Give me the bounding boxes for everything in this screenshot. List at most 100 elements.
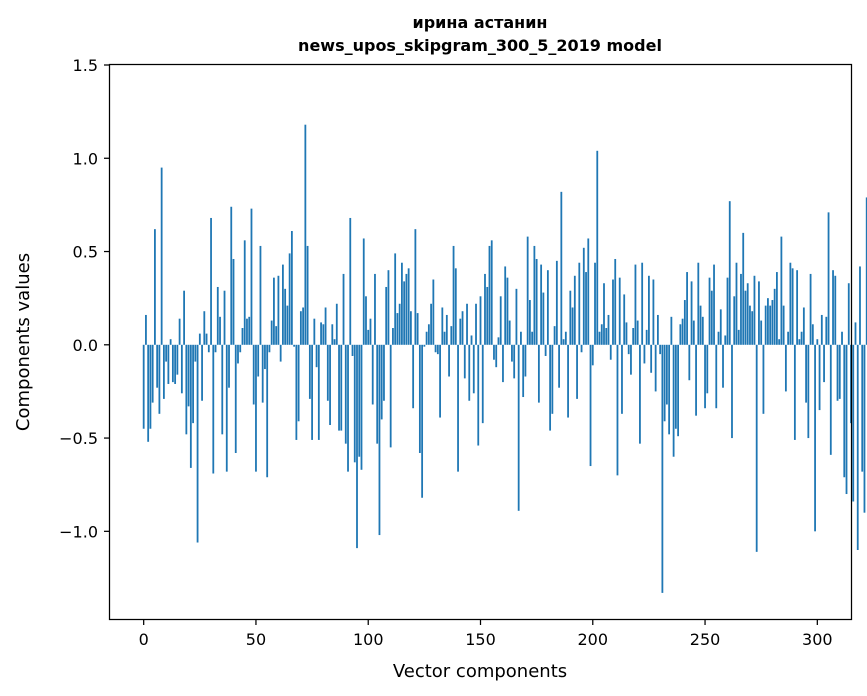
bar — [490, 240, 493, 345]
bar — [486, 286, 489, 345]
chart-title: ирина астанин — [413, 13, 548, 32]
bar — [609, 344, 612, 360]
bar — [356, 344, 358, 549]
bar — [843, 344, 846, 478]
bar — [466, 303, 468, 345]
bar — [506, 277, 509, 345]
y-tick-label: −1.0 — [59, 522, 98, 541]
bar — [656, 314, 659, 345]
bar — [450, 326, 453, 345]
bar — [537, 344, 540, 403]
bar — [212, 344, 215, 474]
bar — [665, 344, 668, 405]
bar — [315, 344, 318, 368]
bar — [546, 270, 549, 345]
bar — [663, 344, 666, 422]
bar — [618, 277, 621, 345]
bar — [290, 231, 293, 345]
bar — [189, 344, 192, 468]
bar — [418, 344, 421, 453]
bar — [591, 344, 594, 366]
bar — [475, 303, 477, 345]
bar — [398, 303, 401, 345]
bar — [553, 326, 556, 345]
bar — [311, 344, 313, 440]
bar — [383, 344, 385, 401]
bar — [207, 344, 210, 353]
bar — [677, 344, 679, 437]
bar — [421, 344, 424, 498]
bar — [178, 318, 181, 345]
bar — [686, 272, 688, 345]
bar — [481, 344, 484, 424]
bar — [771, 300, 774, 345]
bar — [555, 260, 558, 345]
bar — [463, 344, 466, 379]
bar — [668, 344, 671, 435]
bar — [371, 344, 374, 405]
bar — [571, 307, 574, 345]
bar — [160, 167, 163, 345]
bar — [636, 320, 639, 345]
bar — [250, 208, 253, 345]
bar — [719, 309, 722, 345]
bar — [535, 258, 538, 345]
bar — [762, 344, 765, 414]
bar — [441, 307, 444, 345]
bar — [313, 318, 316, 345]
bar — [767, 298, 769, 345]
bar — [791, 268, 794, 345]
bar — [845, 344, 848, 495]
bar — [252, 344, 255, 405]
bar — [158, 344, 161, 414]
bar — [567, 344, 569, 418]
bar — [259, 245, 262, 345]
bar — [329, 344, 331, 426]
bar — [257, 344, 260, 377]
bar — [751, 311, 754, 345]
bar — [187, 344, 190, 407]
bar — [627, 344, 630, 355]
bar — [374, 273, 376, 345]
bar — [616, 344, 619, 476]
bar — [594, 262, 596, 345]
bar — [573, 275, 576, 345]
bar — [726, 277, 729, 345]
bar — [434, 344, 437, 353]
bar — [423, 344, 426, 347]
bar — [562, 339, 565, 345]
bar — [776, 272, 778, 345]
bar — [697, 262, 700, 345]
bar — [192, 344, 194, 424]
bar — [427, 324, 430, 345]
bar — [764, 305, 767, 345]
bar — [183, 290, 185, 345]
bar — [369, 318, 372, 345]
bar — [652, 279, 655, 345]
bar — [816, 339, 819, 345]
bar — [809, 273, 812, 345]
bar — [275, 326, 278, 345]
bar — [605, 328, 608, 345]
bar — [679, 324, 682, 345]
bar — [284, 288, 287, 345]
bar — [203, 311, 206, 345]
bar — [612, 279, 614, 345]
bar — [320, 322, 322, 345]
x-axis-ticks: 0 50 100 150 200 250 300 — [139, 619, 833, 649]
bar — [654, 344, 657, 392]
bar — [145, 314, 147, 345]
bar — [488, 245, 491, 345]
bar — [304, 124, 307, 345]
bar — [232, 258, 235, 345]
bar — [286, 305, 289, 345]
x-tick-label: 200 — [577, 630, 608, 649]
bar — [746, 283, 749, 345]
bar — [241, 328, 244, 345]
bar — [293, 344, 296, 347]
bar — [524, 344, 527, 377]
bar — [589, 344, 592, 467]
bar — [854, 322, 857, 345]
bar — [147, 344, 150, 442]
bar — [758, 281, 760, 345]
